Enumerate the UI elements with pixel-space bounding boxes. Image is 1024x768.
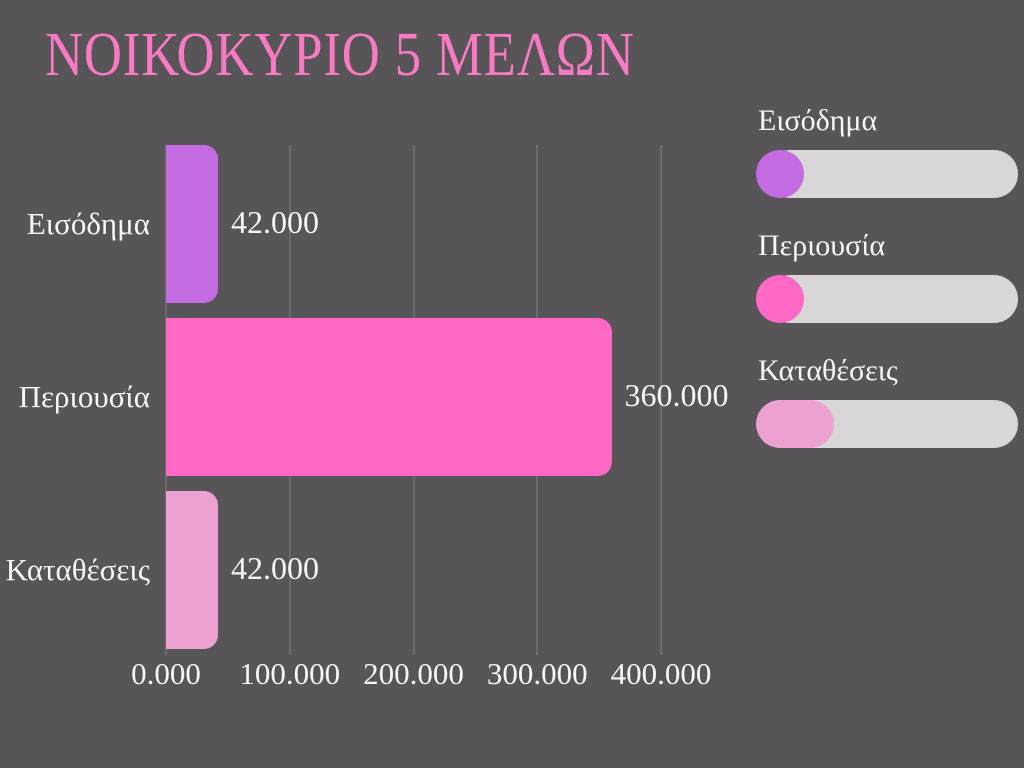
- legend-track: [766, 275, 1018, 323]
- legend-marker-circle: [756, 150, 804, 198]
- legend-marker-circle: [756, 275, 804, 323]
- legend-item: Περιουσία: [756, 229, 1020, 329]
- x-tick-label: 300.000: [486, 656, 588, 691]
- legend-marker-pill: [756, 400, 834, 448]
- value-label: 42.000: [230, 204, 319, 241]
- chart-legend: Εισόδημα Περιουσία Καταθέσεις: [756, 104, 1020, 464]
- legend-item-label: Περιουσία: [758, 229, 886, 262]
- legend-item-label: Εισόδημα: [758, 104, 878, 137]
- bar-2: [166, 318, 612, 476]
- legend-item: Καταθέσεις: [756, 354, 1020, 454]
- category-label: Περιουσία: [18, 379, 150, 414]
- chart-title: ΝΟΙΚΟΚΥΡΙΟ 5 ΜΕΛΩΝ: [45, 21, 635, 89]
- x-tick-label: 100.000: [239, 656, 341, 691]
- value-label: 42.000: [230, 550, 319, 587]
- legend-item: Εισόδημα: [756, 104, 1020, 204]
- legend-item-label: Καταθέσεις: [758, 354, 898, 387]
- x-tick-label: 400.000: [610, 656, 712, 691]
- bar-3: [166, 491, 218, 649]
- x-tick-label: 200.000: [363, 656, 464, 691]
- grid-line: [660, 145, 662, 655]
- category-label: Εισόδημα: [26, 206, 150, 241]
- x-tick-label: 0.000: [131, 656, 201, 691]
- legend-track: [766, 150, 1018, 198]
- bar-1: [166, 145, 218, 303]
- category-label: Καταθέσεις: [5, 552, 150, 587]
- value-label: 360.000: [624, 377, 729, 414]
